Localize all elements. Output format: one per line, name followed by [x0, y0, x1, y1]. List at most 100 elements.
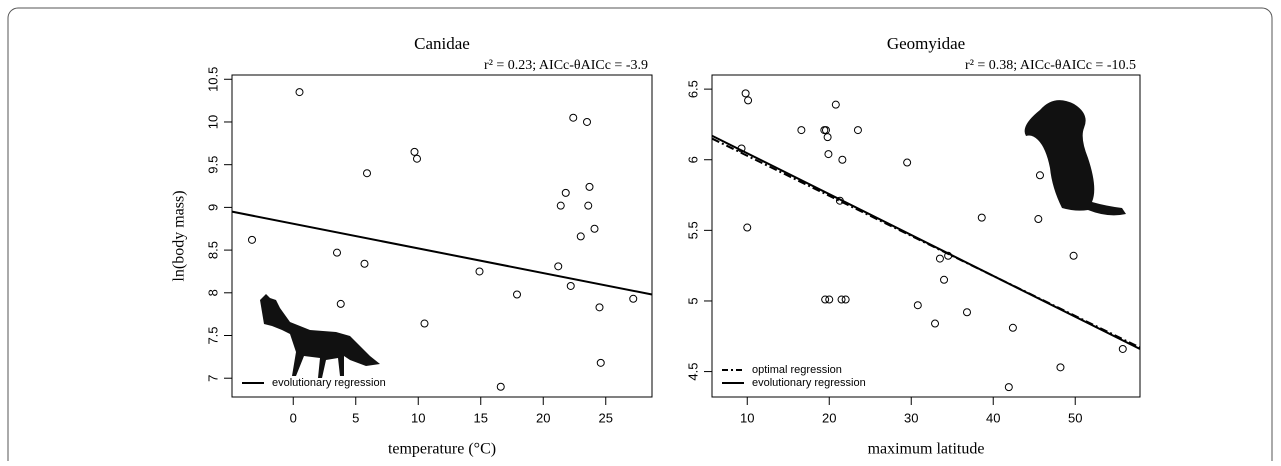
data-point [248, 235, 256, 244]
figure-frame [7, 7, 1273, 466]
plot-box [711, 74, 1141, 398]
data-point [569, 113, 578, 122]
data-point [475, 267, 484, 276]
data-point [838, 155, 847, 164]
x-axis-label: maximum latitude [868, 441, 985, 458]
data-point [825, 295, 834, 304]
x-tick-label: 15 [474, 410, 488, 425]
legend-label: evolutionary regression [752, 377, 866, 389]
data-point [835, 196, 844, 205]
data-point [595, 303, 604, 312]
data-point [935, 254, 944, 263]
data-point [853, 126, 862, 135]
gopher-silhouette [1024, 100, 1126, 216]
x-tick-label: 25 [599, 410, 613, 425]
data-point [1004, 383, 1013, 392]
data-point [820, 126, 829, 135]
data-point [554, 262, 563, 271]
panel-title: Canidae [414, 34, 470, 53]
data-point [821, 295, 830, 304]
data-point [336, 299, 345, 308]
data-point [363, 169, 371, 178]
legend-label: optimal regression [752, 364, 842, 376]
data-point [821, 126, 830, 135]
y-tick-label: 7 [205, 375, 220, 382]
y-tick-label: 8 [205, 289, 220, 296]
regression-line [231, 210, 653, 296]
data-point [513, 290, 521, 299]
data-point [584, 201, 593, 210]
y-tick-label: 10 [205, 115, 220, 129]
y-tick-label: 6 [685, 156, 700, 163]
data-point [590, 224, 599, 233]
data-point [629, 294, 638, 303]
x-tick-label: 40 [986, 410, 1000, 425]
data-point [940, 275, 949, 284]
data-point [1069, 251, 1078, 260]
data-point [931, 319, 940, 328]
y-tick-label: 7.5 [205, 326, 220, 344]
panel: Canidae r² = 0.23; AICc-θAICc = -3.9 tempe… [171, 34, 653, 458]
x-tick-label: 10 [740, 410, 754, 425]
y-axis-label: ln(body mass) [171, 190, 188, 281]
data-point [944, 251, 953, 260]
regression-line [711, 134, 1141, 350]
fit-annotation: r² = 0.38; AICc-θAICc = -10.5 [965, 58, 1136, 73]
data-point [1118, 344, 1127, 353]
y-tick-label: 5 [685, 297, 700, 304]
data-point [561, 188, 570, 197]
data-point [1056, 363, 1065, 372]
y-tick-label: 8.5 [205, 241, 220, 259]
data-point [596, 358, 605, 367]
x-tick-label: 20 [536, 410, 550, 425]
data-point [837, 295, 846, 304]
data-point [585, 182, 594, 191]
data-point [576, 232, 585, 241]
x-tick-label: 0 [290, 410, 297, 425]
x-tick-label: 20 [822, 410, 836, 425]
data-point [831, 100, 840, 109]
data-point [744, 96, 753, 105]
y-tick-label: 10.5 [205, 67, 220, 92]
data-point [583, 117, 591, 126]
y-tick-label: 6.5 [685, 80, 700, 98]
data-point [797, 126, 806, 135]
y-tick-label: 9.5 [205, 156, 220, 174]
data-point [962, 308, 971, 317]
fox-silhouette [260, 294, 380, 378]
data-point [295, 88, 304, 97]
data-point [566, 281, 575, 290]
data-point [333, 248, 341, 257]
data-point [1008, 323, 1017, 332]
data-point [743, 223, 752, 232]
data-point [413, 154, 421, 163]
legend-label: evolutionary regression [272, 377, 386, 389]
data-point [556, 201, 565, 210]
x-tick-label: 30 [904, 410, 918, 425]
data-point [903, 158, 912, 167]
data-point [977, 213, 986, 222]
x-tick-label: 10 [411, 410, 425, 425]
data-point [1034, 215, 1043, 224]
data-point [824, 150, 833, 159]
plot-box [231, 74, 653, 398]
x-axis-label: temperature (°C) [388, 441, 496, 458]
data-point [823, 133, 832, 142]
y-tick-label: 4.5 [685, 363, 700, 381]
fit-annotation: r² = 0.23; AICc-θAICc = -3.9 [484, 58, 648, 73]
data-point [913, 301, 922, 310]
data-point [360, 259, 369, 268]
data-point [737, 144, 746, 153]
data-point [1035, 171, 1044, 180]
data-point [420, 319, 429, 328]
data-point [410, 147, 419, 156]
x-tick-label: 5 [352, 410, 359, 425]
panel-title: Geomyidae [887, 34, 965, 53]
y-tick-label: 5.5 [685, 221, 700, 239]
x-tick-label: 50 [1068, 410, 1082, 425]
data-point [841, 295, 850, 304]
y-tick-label: 9 [205, 204, 220, 211]
data-point [741, 89, 750, 98]
